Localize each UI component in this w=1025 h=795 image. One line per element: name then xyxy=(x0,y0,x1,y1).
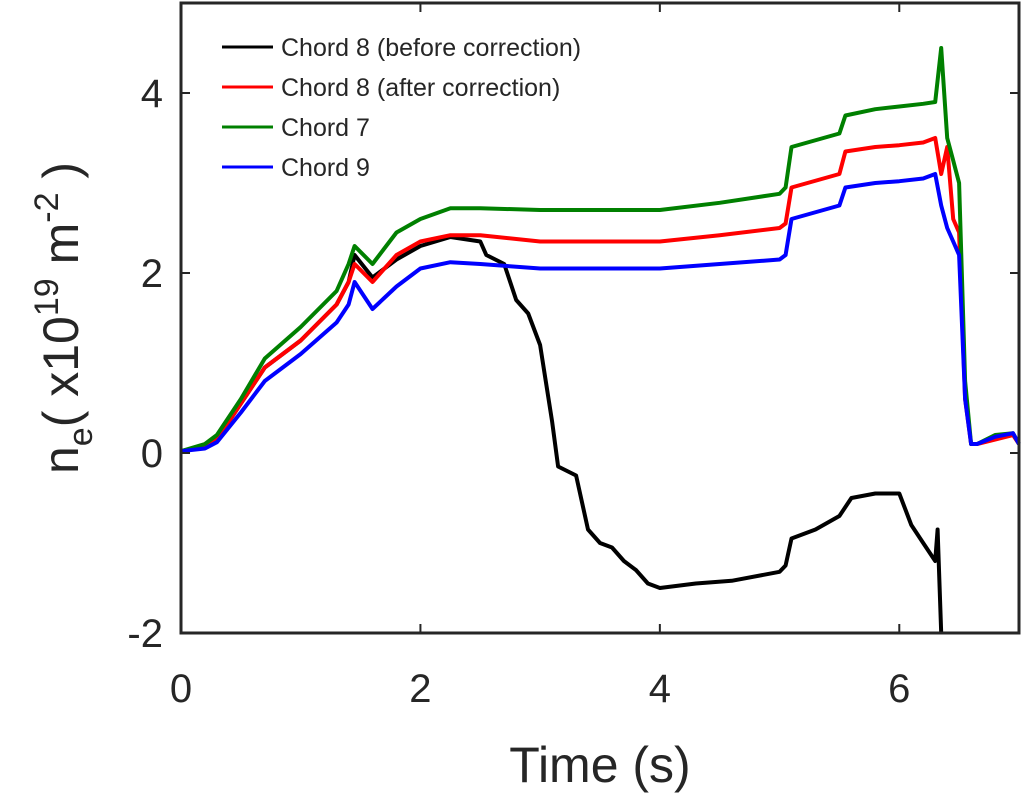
x-tick-label-3: 6 xyxy=(888,667,910,711)
x-tick-label-2: 4 xyxy=(649,667,671,711)
legend: Chord 8 (before correction) Chord 8 (afte… xyxy=(222,34,581,182)
y-label-n: n xyxy=(33,446,89,474)
y-label-sup1: 19 xyxy=(28,278,66,316)
y-label-close: ) xyxy=(33,162,89,193)
y-label-unit: m xyxy=(33,223,89,279)
legend-label-1: Chord 8 (after correction) xyxy=(281,74,560,102)
legend-label-0: Chord 8 (before correction) xyxy=(281,34,581,62)
series-line-1 xyxy=(180,136,1021,454)
y-label-open: ( x10 xyxy=(33,316,89,427)
x-tick-label-1: 2 xyxy=(409,667,431,711)
series-line-0 xyxy=(180,235,944,634)
y-tick-label-3: 4 xyxy=(141,72,163,116)
series-line-2 xyxy=(180,46,1021,454)
x-tick-label-0: 0 xyxy=(170,667,192,711)
legend-label-2: Chord 7 xyxy=(281,114,370,142)
y-tick-label-2: 2 xyxy=(141,252,163,296)
legend-label-3: Chord 9 xyxy=(281,154,370,182)
y-tick-label-1: 0 xyxy=(141,432,163,476)
plot-area-frame xyxy=(179,1,1021,635)
x-axis-label: Time (s) xyxy=(509,737,690,793)
y-axis-label: ne( x1019 m-2 ) xyxy=(28,162,100,474)
series-line-3 xyxy=(180,172,1021,454)
y-label-sub: e xyxy=(62,427,100,446)
series-layer xyxy=(180,46,1021,634)
y-tick-label-0: -2 xyxy=(127,612,163,656)
y-label-sup2: -2 xyxy=(28,193,66,223)
